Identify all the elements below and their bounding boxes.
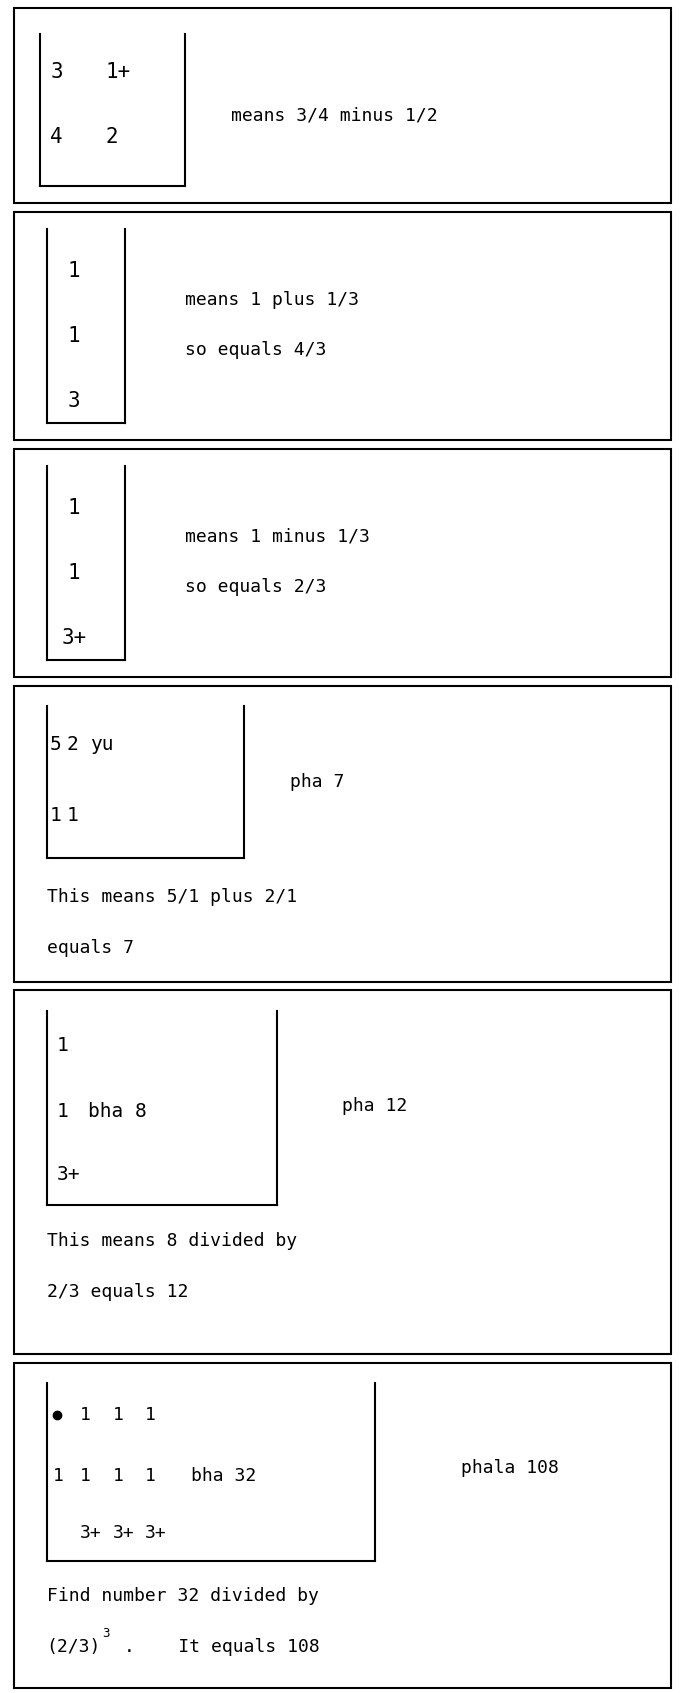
Bar: [14, 990, 671, 1354]
Text: 1: 1: [57, 1036, 68, 1055]
Text: 1: 1: [68, 261, 81, 281]
Text: so equals 2/3: so equals 2/3: [185, 579, 326, 596]
Text: 1+: 1+: [105, 63, 130, 81]
Text: .    It equals 108: . It equals 108: [124, 1639, 320, 1656]
Text: 3+: 3+: [57, 1165, 80, 1183]
Text: (2/3): (2/3): [47, 1639, 101, 1656]
Text: 3+: 3+: [112, 1524, 134, 1542]
Bar: [14, 8, 671, 203]
Text: 1: 1: [112, 1466, 123, 1485]
Text: 1: 1: [112, 1407, 123, 1424]
Text: 3: 3: [50, 63, 63, 81]
Text: 3+: 3+: [79, 1524, 101, 1542]
Text: 2: 2: [66, 735, 78, 753]
Text: means 1 plus 1/3: means 1 plus 1/3: [185, 291, 359, 308]
Text: means 1 minus 1/3: means 1 minus 1/3: [185, 528, 369, 545]
Text: 1: 1: [53, 1466, 64, 1485]
Text: 1: 1: [68, 325, 81, 345]
Text: 2/3 equals 12: 2/3 equals 12: [47, 1283, 188, 1300]
Text: yu: yu: [90, 735, 114, 753]
Bar: [14, 212, 671, 440]
Text: 1: 1: [79, 1466, 90, 1485]
Text: 1: 1: [79, 1407, 90, 1424]
Text: 3+: 3+: [62, 628, 87, 647]
Text: pha 12: pha 12: [342, 1097, 408, 1114]
Text: bha 32: bha 32: [191, 1466, 256, 1485]
Text: equals 7: equals 7: [47, 940, 134, 957]
Text: Find number 32 divided by: Find number 32 divided by: [47, 1588, 319, 1605]
Bar: [14, 1363, 671, 1688]
Bar: [14, 449, 671, 677]
Text: means 3/4 minus 1/2: means 3/4 minus 1/2: [231, 107, 437, 124]
Text: 4: 4: [50, 127, 63, 147]
Text: 1: 1: [66, 806, 78, 824]
Bar: [14, 686, 671, 982]
Text: 1: 1: [145, 1466, 156, 1485]
Text: 1: 1: [145, 1407, 156, 1424]
Text: phala 108: phala 108: [461, 1459, 559, 1476]
Text: so equals 4/3: so equals 4/3: [185, 342, 326, 359]
Text: 3: 3: [103, 1627, 110, 1641]
Text: This means 5/1 plus 2/1: This means 5/1 plus 2/1: [47, 889, 297, 906]
Text: 1: 1: [49, 806, 61, 824]
Text: 1: 1: [68, 498, 81, 518]
Text: 1: 1: [68, 562, 81, 582]
Text: bha 8: bha 8: [88, 1102, 147, 1121]
Text: 3+: 3+: [145, 1524, 167, 1542]
Text: 2: 2: [105, 127, 118, 147]
Text: pha 7: pha 7: [290, 774, 345, 791]
Text: This means 8 divided by: This means 8 divided by: [47, 1233, 297, 1249]
Text: 3: 3: [68, 391, 81, 410]
Text: 5: 5: [49, 735, 61, 753]
Text: 1: 1: [57, 1102, 68, 1121]
